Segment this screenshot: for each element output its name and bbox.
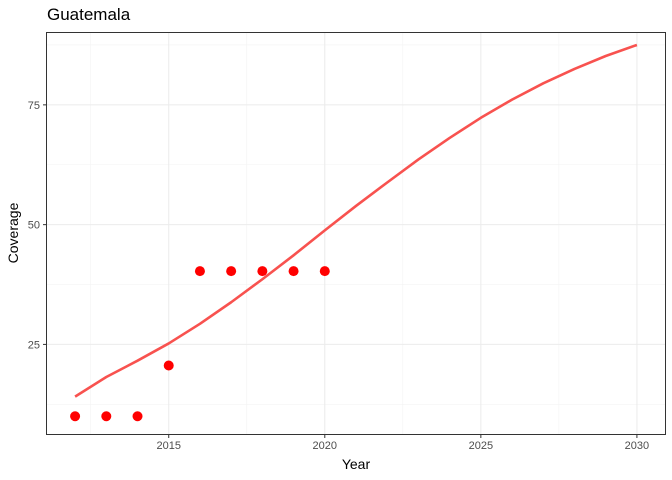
chart-title: Guatemala bbox=[47, 5, 131, 24]
y-axis-label: Coverage bbox=[5, 202, 21, 263]
observed-point bbox=[194, 266, 205, 277]
tick-labels: 2015 2020 2025 2030 25 50 75 bbox=[28, 100, 649, 452]
axis-ticks bbox=[43, 104, 638, 438]
y-tick-label: 25 bbox=[28, 339, 40, 351]
minor-gridlines bbox=[47, 33, 665, 434]
panel-border bbox=[46, 32, 666, 435]
x-tick-label: 2020 bbox=[313, 440, 337, 452]
x-tick-label: 2030 bbox=[625, 440, 649, 452]
observed-point bbox=[226, 266, 237, 277]
observed-point bbox=[257, 266, 268, 277]
observed-point bbox=[101, 411, 112, 422]
y-tick-label: 50 bbox=[28, 220, 40, 232]
observed-point bbox=[132, 411, 143, 422]
y-tick-label: 75 bbox=[28, 100, 40, 112]
x-axis-label: Year bbox=[342, 456, 371, 472]
series-layer bbox=[70, 43, 638, 422]
observed-point bbox=[70, 411, 81, 422]
major-gridlines bbox=[47, 33, 665, 434]
x-tick-label: 2015 bbox=[156, 440, 180, 452]
x-tick-label: 2025 bbox=[469, 440, 493, 452]
observed-point bbox=[163, 360, 174, 371]
observed-point bbox=[288, 266, 299, 277]
fitted-trend-line bbox=[74, 43, 638, 398]
observed-point bbox=[319, 266, 330, 277]
